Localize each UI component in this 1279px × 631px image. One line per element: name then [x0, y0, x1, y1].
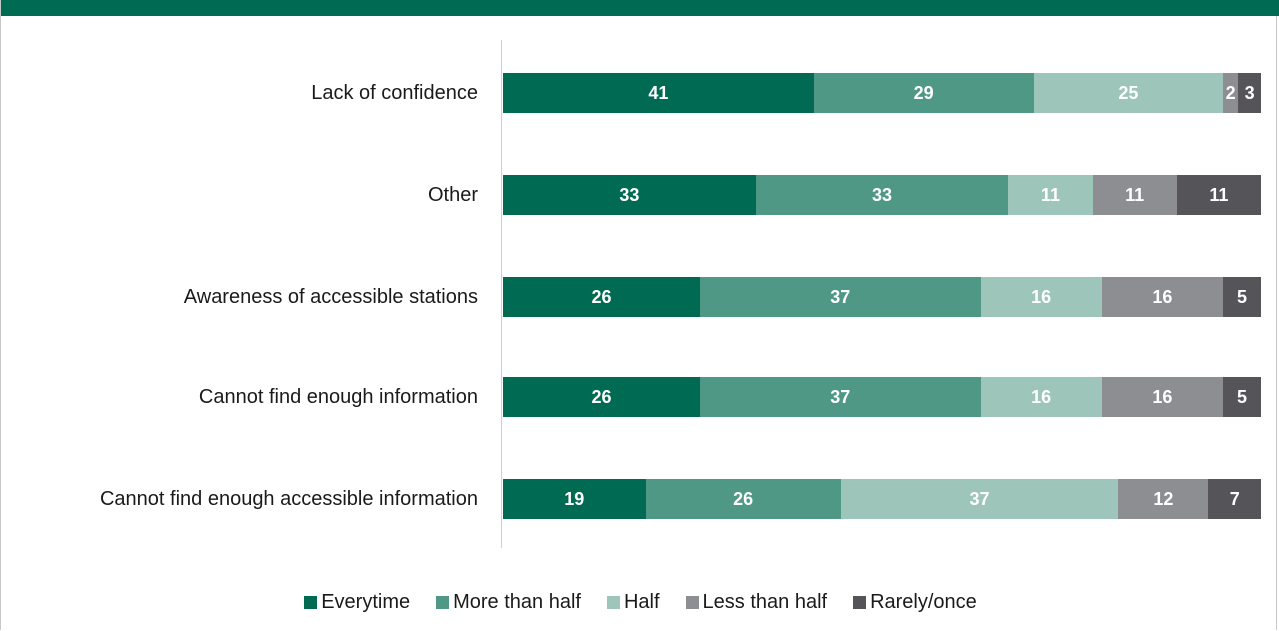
- legend-item: Less than half: [685, 590, 828, 614]
- data-label: 33: [871, 185, 892, 205]
- bar-segment: 16: [980, 377, 1102, 417]
- category-label: Cannot find enough information: [198, 386, 478, 408]
- legend-swatch: [606, 595, 620, 609]
- bar-segment: 29: [813, 73, 1034, 113]
- bar-segment: 33: [755, 175, 1009, 215]
- data-label: 2: [1225, 83, 1236, 103]
- legend-swatch: [853, 595, 867, 609]
- bar-segment: 5: [1223, 277, 1261, 317]
- data-label: 7: [1229, 489, 1240, 509]
- legend: Everytime More than half Half Less than …: [1, 588, 1279, 616]
- bar-row: 33 33 11 11 11: [503, 175, 1261, 215]
- data-label: 11: [1040, 185, 1060, 205]
- bar-segment: 25: [1033, 73, 1224, 113]
- bar-segment: 12: [1118, 479, 1209, 519]
- category-label: Other: [427, 184, 478, 206]
- data-label: 16: [1031, 287, 1052, 307]
- bar-row: 19 26 37 12 7: [503, 479, 1261, 519]
- bar-segment: 26: [645, 479, 841, 519]
- legend-label: Everytime: [321, 590, 411, 613]
- data-label: 29: [913, 83, 934, 103]
- bar-segment: 37: [840, 479, 1119, 519]
- data-label: 16: [1152, 387, 1173, 407]
- bar-segment: 16: [1101, 377, 1224, 417]
- bar-segment: 11: [1092, 175, 1177, 215]
- category-label: Awareness of accessible stations: [183, 286, 478, 308]
- data-label: 26: [591, 287, 612, 307]
- bar-row: 26 37 16 16 5: [503, 377, 1261, 417]
- bar-row: 26 37 16 16 5: [503, 277, 1261, 317]
- bar-row: 41 29 25 2 3: [503, 73, 1261, 113]
- data-label: 26: [733, 489, 754, 509]
- legend-item: Half: [606, 590, 660, 614]
- category-axis-line: [501, 40, 502, 548]
- data-label: 5: [1237, 287, 1248, 307]
- legend-swatch: [685, 595, 699, 609]
- legend-label: Half: [623, 590, 660, 613]
- data-label: 5: [1237, 387, 1248, 407]
- legend-label: More than half: [453, 590, 581, 613]
- legend-item: Everytime: [304, 591, 410, 614]
- data-label: 33: [619, 185, 640, 205]
- legend-label: Rarely/once: [870, 590, 977, 613]
- category-label: Cannot find enough accessible informatio…: [99, 488, 478, 510]
- data-label: 19: [564, 489, 585, 509]
- data-label: 41: [648, 83, 669, 103]
- bar-segment: 11: [1008, 175, 1093, 215]
- data-label: 3: [1244, 83, 1255, 103]
- bar-segment: 16: [1101, 277, 1224, 317]
- bar-segment: 37: [700, 377, 981, 417]
- data-label: 12: [1153, 489, 1174, 509]
- data-label: 37: [830, 387, 851, 407]
- bar-segment: 37: [700, 277, 981, 317]
- data-label: 16: [1152, 287, 1173, 307]
- legend-swatch: [304, 595, 318, 609]
- legend-item: Rarely/once: [853, 591, 977, 614]
- bar-segment: 7: [1208, 479, 1261, 519]
- bar-segment: 41: [503, 73, 814, 113]
- data-label: 11: [1125, 185, 1145, 205]
- data-label: 16: [1031, 387, 1052, 407]
- bar-segment: 19: [503, 479, 646, 519]
- bar-segment: 26: [503, 277, 701, 317]
- data-label: 11: [1209, 185, 1229, 205]
- data-label: 37: [969, 489, 990, 509]
- legend-swatch: [436, 595, 450, 609]
- data-label: 26: [591, 387, 612, 407]
- bar-segment: 5: [1223, 377, 1261, 417]
- bar-segment: 11: [1176, 175, 1261, 215]
- data-label: 25: [1118, 83, 1139, 103]
- data-label: 37: [830, 287, 851, 307]
- bar-segment: 16: [980, 277, 1102, 317]
- bar-segment: 33: [503, 175, 756, 215]
- bar-segment: 26: [503, 377, 701, 417]
- bar-segment: 2: [1223, 73, 1239, 113]
- header-bar: [1, 0, 1279, 16]
- legend-label: Less than half: [702, 590, 828, 613]
- legend-item: More than half: [436, 591, 581, 614]
- bar-segment: 3: [1238, 73, 1261, 113]
- category-label: Lack of confidence: [311, 82, 478, 104]
